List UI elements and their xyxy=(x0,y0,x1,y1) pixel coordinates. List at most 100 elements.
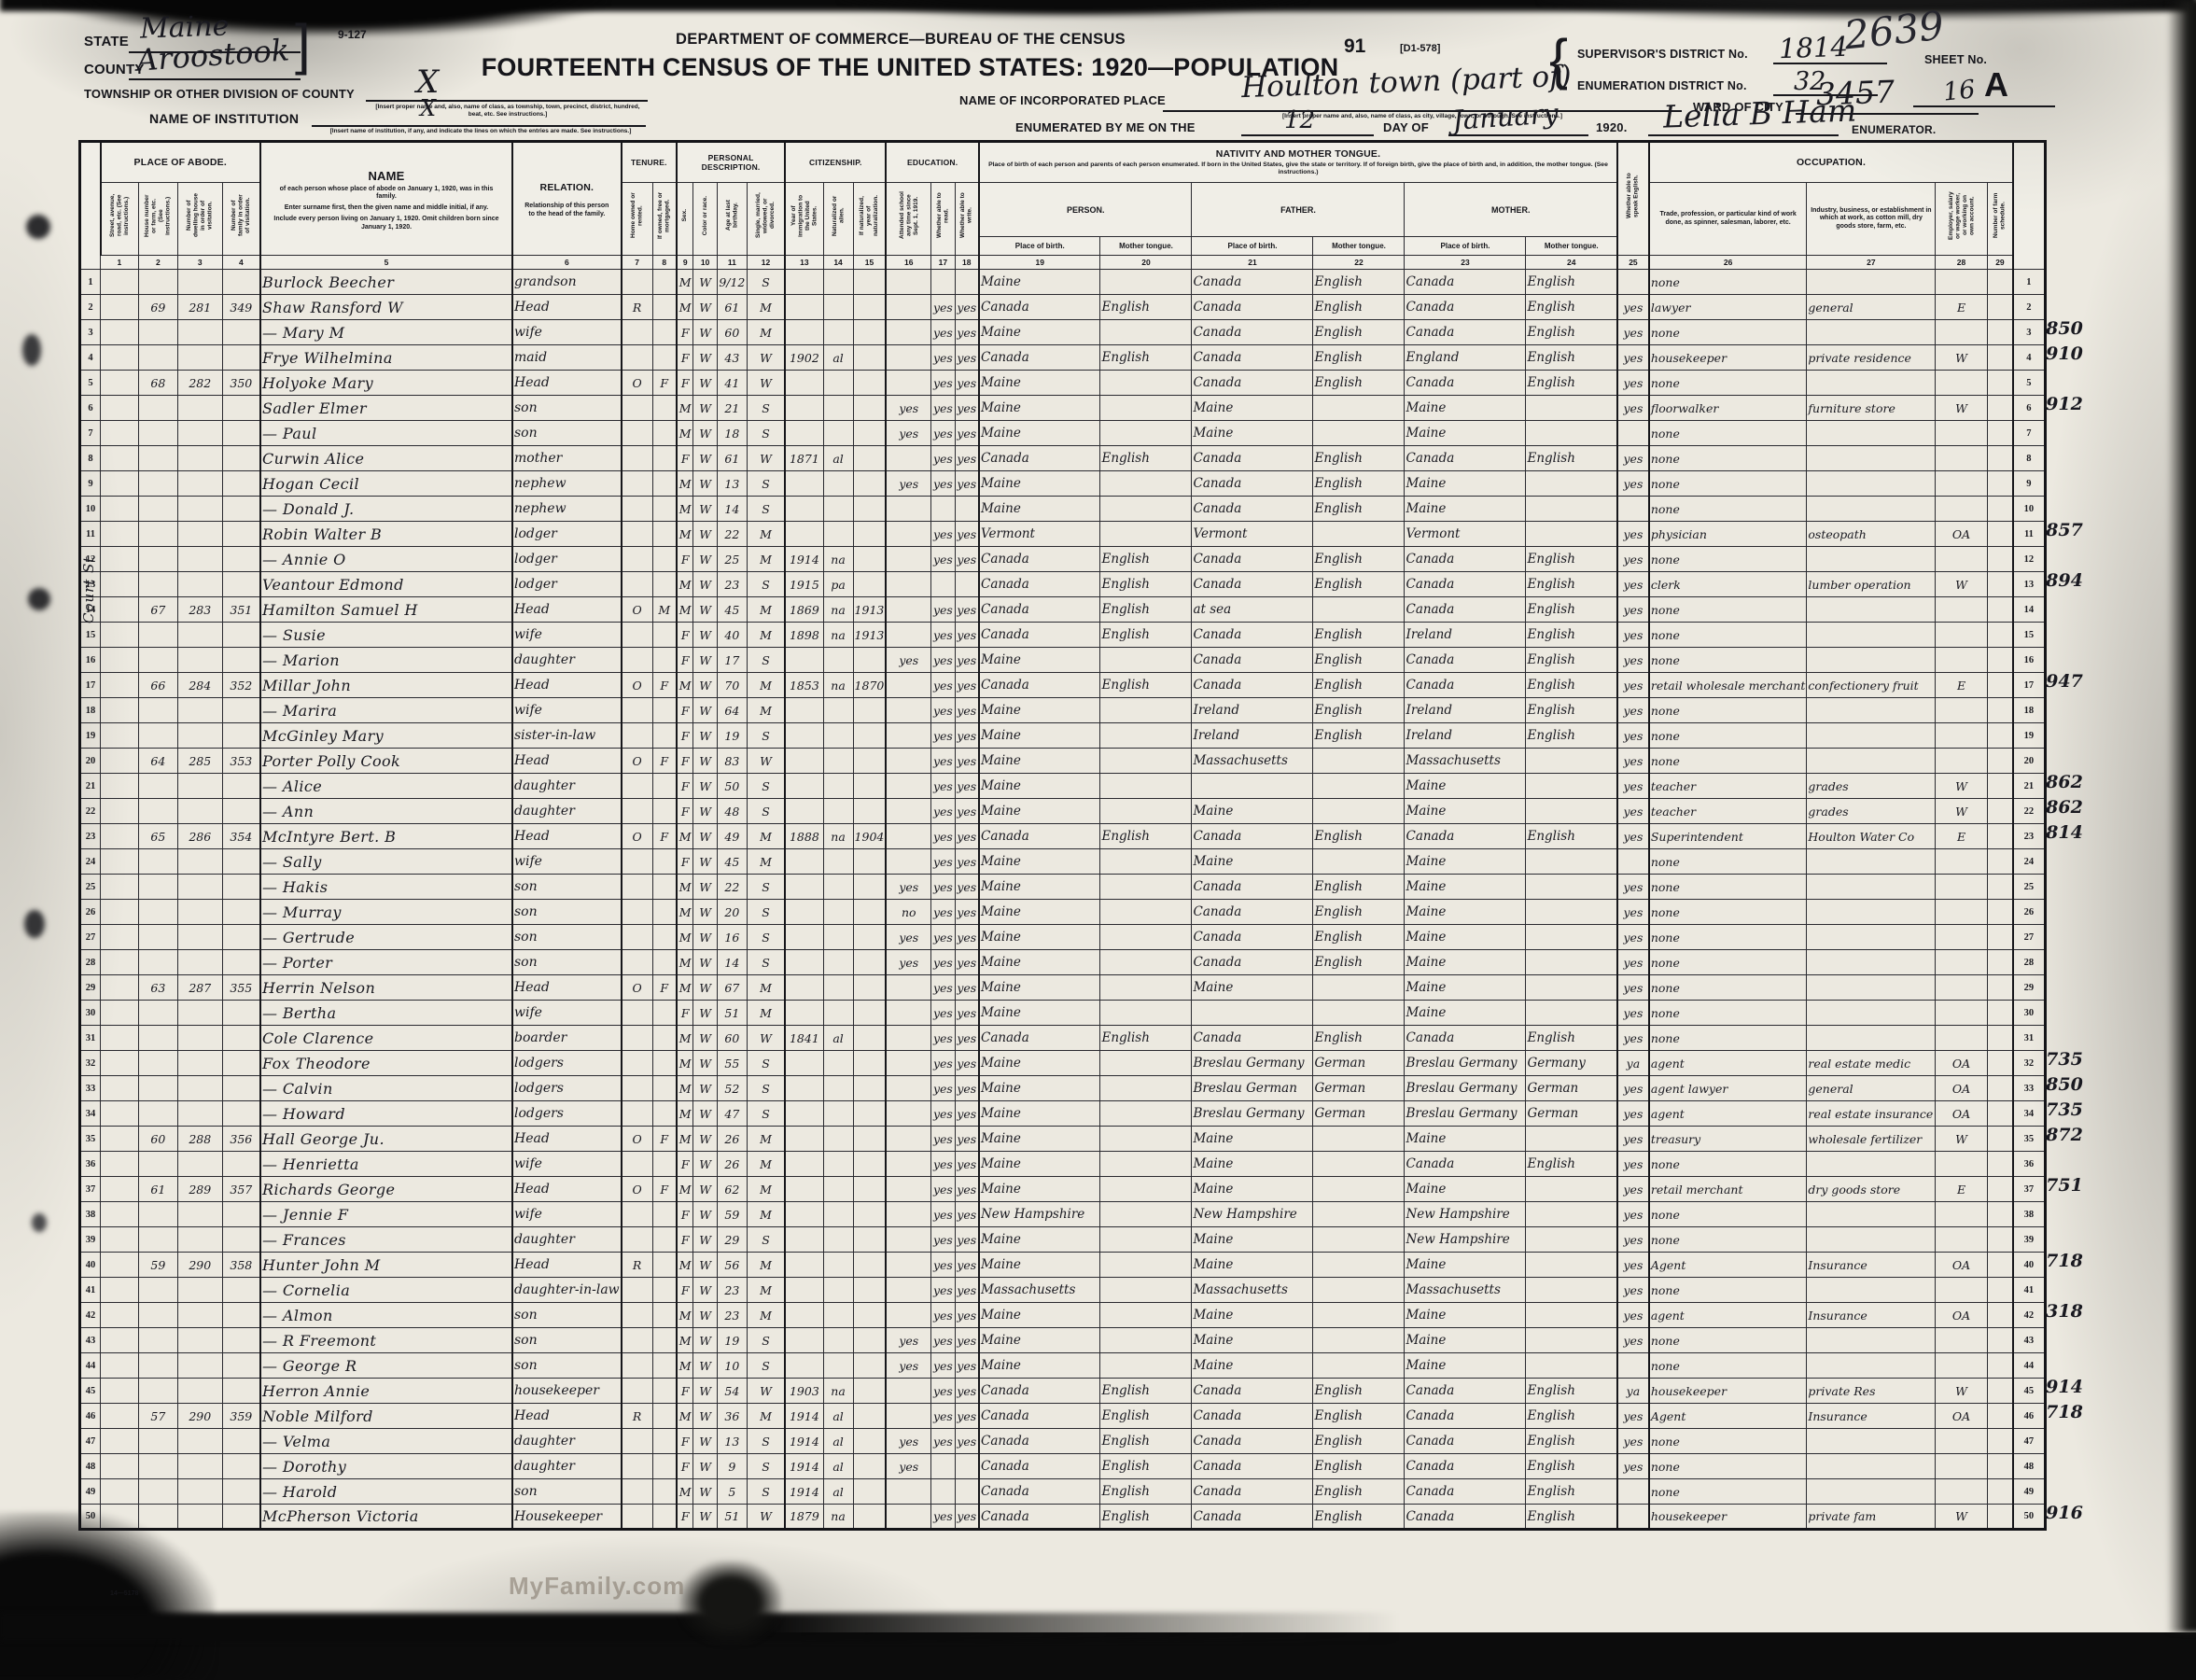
attended-school xyxy=(886,1404,930,1429)
marital-status: S xyxy=(747,497,785,522)
immigration-year: 1841 xyxy=(785,1026,823,1051)
relation-header: RELATION.Relationship of this person to … xyxy=(512,142,622,256)
can-write: yes xyxy=(955,446,979,471)
occupation: none xyxy=(1649,1353,1807,1379)
line-number: 25 xyxy=(2013,875,2045,900)
employment-class xyxy=(1936,698,1987,723)
naturalized xyxy=(823,723,853,749)
can-read: yes xyxy=(931,1353,955,1379)
attended-school xyxy=(886,723,930,749)
naturalization-year xyxy=(853,799,886,824)
speaks-english xyxy=(1617,1353,1649,1379)
mother-mother-tongue: English xyxy=(1526,1379,1617,1404)
person-name: — Hakis xyxy=(260,875,512,900)
can-write: yes xyxy=(955,471,979,497)
color-race: W xyxy=(693,698,717,723)
sex: F xyxy=(677,345,693,371)
dwelling-number: 285 xyxy=(177,749,222,774)
margin-annotation: 894 xyxy=(2046,570,2083,591)
immigration-year: 1853 xyxy=(785,673,823,698)
father-mother-tongue xyxy=(1313,1001,1405,1026)
can-read: yes xyxy=(931,900,955,925)
free-mortgaged: M xyxy=(652,597,677,623)
mother-mother-tongue: English xyxy=(1526,1404,1617,1429)
line-number: 49 xyxy=(2013,1479,2045,1505)
marital-status: M xyxy=(747,623,785,648)
speaks-english: yes xyxy=(1617,1026,1649,1051)
family-number xyxy=(222,950,260,975)
house-number xyxy=(138,723,177,749)
attended-school: yes xyxy=(886,925,930,950)
person-name: — Marion xyxy=(260,648,512,673)
relation: daughter xyxy=(512,774,622,799)
township-underline xyxy=(366,100,648,102)
naturalized xyxy=(823,975,853,1001)
line-number: 15 xyxy=(80,623,101,648)
can-write: yes xyxy=(955,1202,979,1227)
farm-schedule xyxy=(1987,1051,2013,1076)
naturalized xyxy=(823,1177,853,1202)
form-number: 9-127 xyxy=(338,28,367,41)
speaks-english: yes xyxy=(1617,975,1649,1001)
occupation: lawyer xyxy=(1649,295,1807,320)
dwelling-number xyxy=(177,1152,222,1177)
can-write: yes xyxy=(955,1328,979,1353)
education-header: EDUCATION. xyxy=(886,142,979,183)
person-mother-tongue: English xyxy=(1100,1026,1192,1051)
sex: M xyxy=(677,522,693,547)
immigration-year xyxy=(785,749,823,774)
father-mother-tongue: English xyxy=(1313,1404,1405,1429)
home-owned-rented xyxy=(622,648,652,673)
farm-schedule xyxy=(1987,1177,2013,1202)
person-name: Herron Annie xyxy=(260,1379,512,1404)
employment-class xyxy=(1936,320,1987,345)
father-birthplace: Canada xyxy=(1192,875,1313,900)
person-mother-tongue: English xyxy=(1100,673,1192,698)
age: 59 xyxy=(717,1202,747,1227)
naturalized xyxy=(823,749,853,774)
home-owned-rented xyxy=(622,849,652,875)
age: 22 xyxy=(717,875,747,900)
line-number: 21 xyxy=(80,774,101,799)
farm-schedule xyxy=(1987,925,2013,950)
immigration-year xyxy=(785,925,823,950)
column-number: 2 xyxy=(138,256,177,270)
age: 60 xyxy=(717,320,747,345)
color-race: W xyxy=(693,522,717,547)
home-owned-rented xyxy=(622,1227,652,1253)
home-owned-rented: O xyxy=(622,749,652,774)
mother-birthplace: Maine xyxy=(1405,471,1526,497)
mother-birthplace: Canada xyxy=(1405,648,1526,673)
relation: son xyxy=(512,396,622,421)
farm-schedule xyxy=(1987,900,2013,925)
home-owned-rented xyxy=(622,572,652,597)
street-cell xyxy=(101,1127,139,1152)
person-mother-tongue xyxy=(1100,648,1192,673)
mother-birthplace: Maine xyxy=(1405,849,1526,875)
sex: M xyxy=(677,1479,693,1505)
margin-annotation: 910 xyxy=(2046,343,2083,364)
immigration-year xyxy=(785,320,823,345)
employment-class xyxy=(1936,1026,1987,1051)
father-birthplace: Maine xyxy=(1192,1177,1313,1202)
can-write: yes xyxy=(955,396,979,421)
immigration-year: 1915 xyxy=(785,572,823,597)
speaks-english: yes xyxy=(1617,1227,1649,1253)
line-number: 46 xyxy=(80,1404,101,1429)
line-number: 17 xyxy=(80,673,101,698)
naturalization-year: 1913 xyxy=(853,597,886,623)
age: 70 xyxy=(717,673,747,698)
person-birthplace: Canada xyxy=(979,547,1100,572)
relation: grandson xyxy=(512,270,622,295)
can-write: yes xyxy=(955,295,979,320)
father-birthplace: Canada xyxy=(1192,623,1313,648)
street-cell xyxy=(101,597,139,623)
line-number: 10 xyxy=(2013,497,2045,522)
marital-status: S xyxy=(747,1076,785,1101)
mother-mother-tongue xyxy=(1526,1253,1617,1278)
margin-annotation: 914 xyxy=(2046,1377,2083,1397)
person-birthplace: New Hampshire xyxy=(979,1202,1100,1227)
attended-school: yes xyxy=(886,1429,930,1454)
